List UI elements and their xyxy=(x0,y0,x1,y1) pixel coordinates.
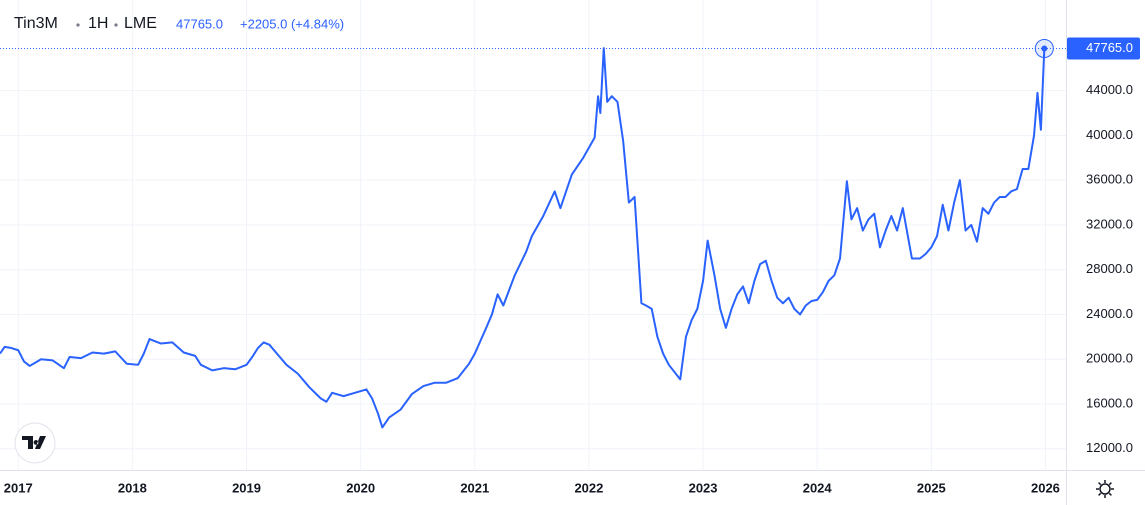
x-tick-label: 2021 xyxy=(460,480,489,495)
gear-ring xyxy=(1099,483,1111,495)
y-tick-label: 24000.0 xyxy=(1086,306,1133,321)
x-tick-label: 2026 xyxy=(1031,480,1060,495)
y-tick-label: 44000.0 xyxy=(1086,82,1133,97)
gear-teeth xyxy=(1096,480,1114,498)
last-point xyxy=(1041,45,1048,52)
last-price-tag xyxy=(1067,37,1140,60)
x-tick-label: 2018 xyxy=(118,480,147,495)
logo-mark xyxy=(22,436,46,449)
x-tick-label: 2022 xyxy=(574,480,603,495)
x-tick-label: 2017 xyxy=(4,480,33,495)
separator xyxy=(114,23,118,27)
grid xyxy=(0,0,1066,470)
y-tick-label: 28000.0 xyxy=(1086,261,1133,276)
axes: 12000.0 16000.0 20000.0 24000.0 28000.0 32000… xyxy=(4,37,1140,495)
y-tick-label: 36000.0 xyxy=(1086,172,1133,187)
last-price-tag-label: 47765.0 xyxy=(1086,40,1133,55)
plot xyxy=(0,39,1066,429)
last-price: 47765.0 xyxy=(176,16,223,31)
interval[interactable]: 1H xyxy=(88,15,108,32)
y-tick-label: 20000.0 xyxy=(1086,351,1133,366)
y-tick-label: 12000.0 xyxy=(1086,440,1133,455)
y-tick-label: 40000.0 xyxy=(1086,127,1133,142)
y-tick-label: 32000.0 xyxy=(1086,216,1133,231)
x-tick-label: 2020 xyxy=(346,480,375,495)
exchange: LME xyxy=(124,15,157,32)
tv-logo xyxy=(14,422,56,464)
header: Tin3M 1H LME 47765.0 +2205.0 (+4.84%) xyxy=(14,15,344,32)
price-change: +2205.0 (+4.84%) xyxy=(240,16,344,31)
x-tick-label: 2025 xyxy=(917,480,946,495)
price-line xyxy=(0,47,1046,429)
x-tick-label: 2019 xyxy=(232,480,261,495)
separator xyxy=(76,23,80,27)
y-tick-label: 16000.0 xyxy=(1086,395,1133,410)
x-tick-label: 2023 xyxy=(689,480,718,495)
symbol[interactable]: Tin3M xyxy=(14,15,58,32)
x-tick-label: 2024 xyxy=(803,480,833,495)
settings-icon[interactable] xyxy=(1096,480,1114,498)
